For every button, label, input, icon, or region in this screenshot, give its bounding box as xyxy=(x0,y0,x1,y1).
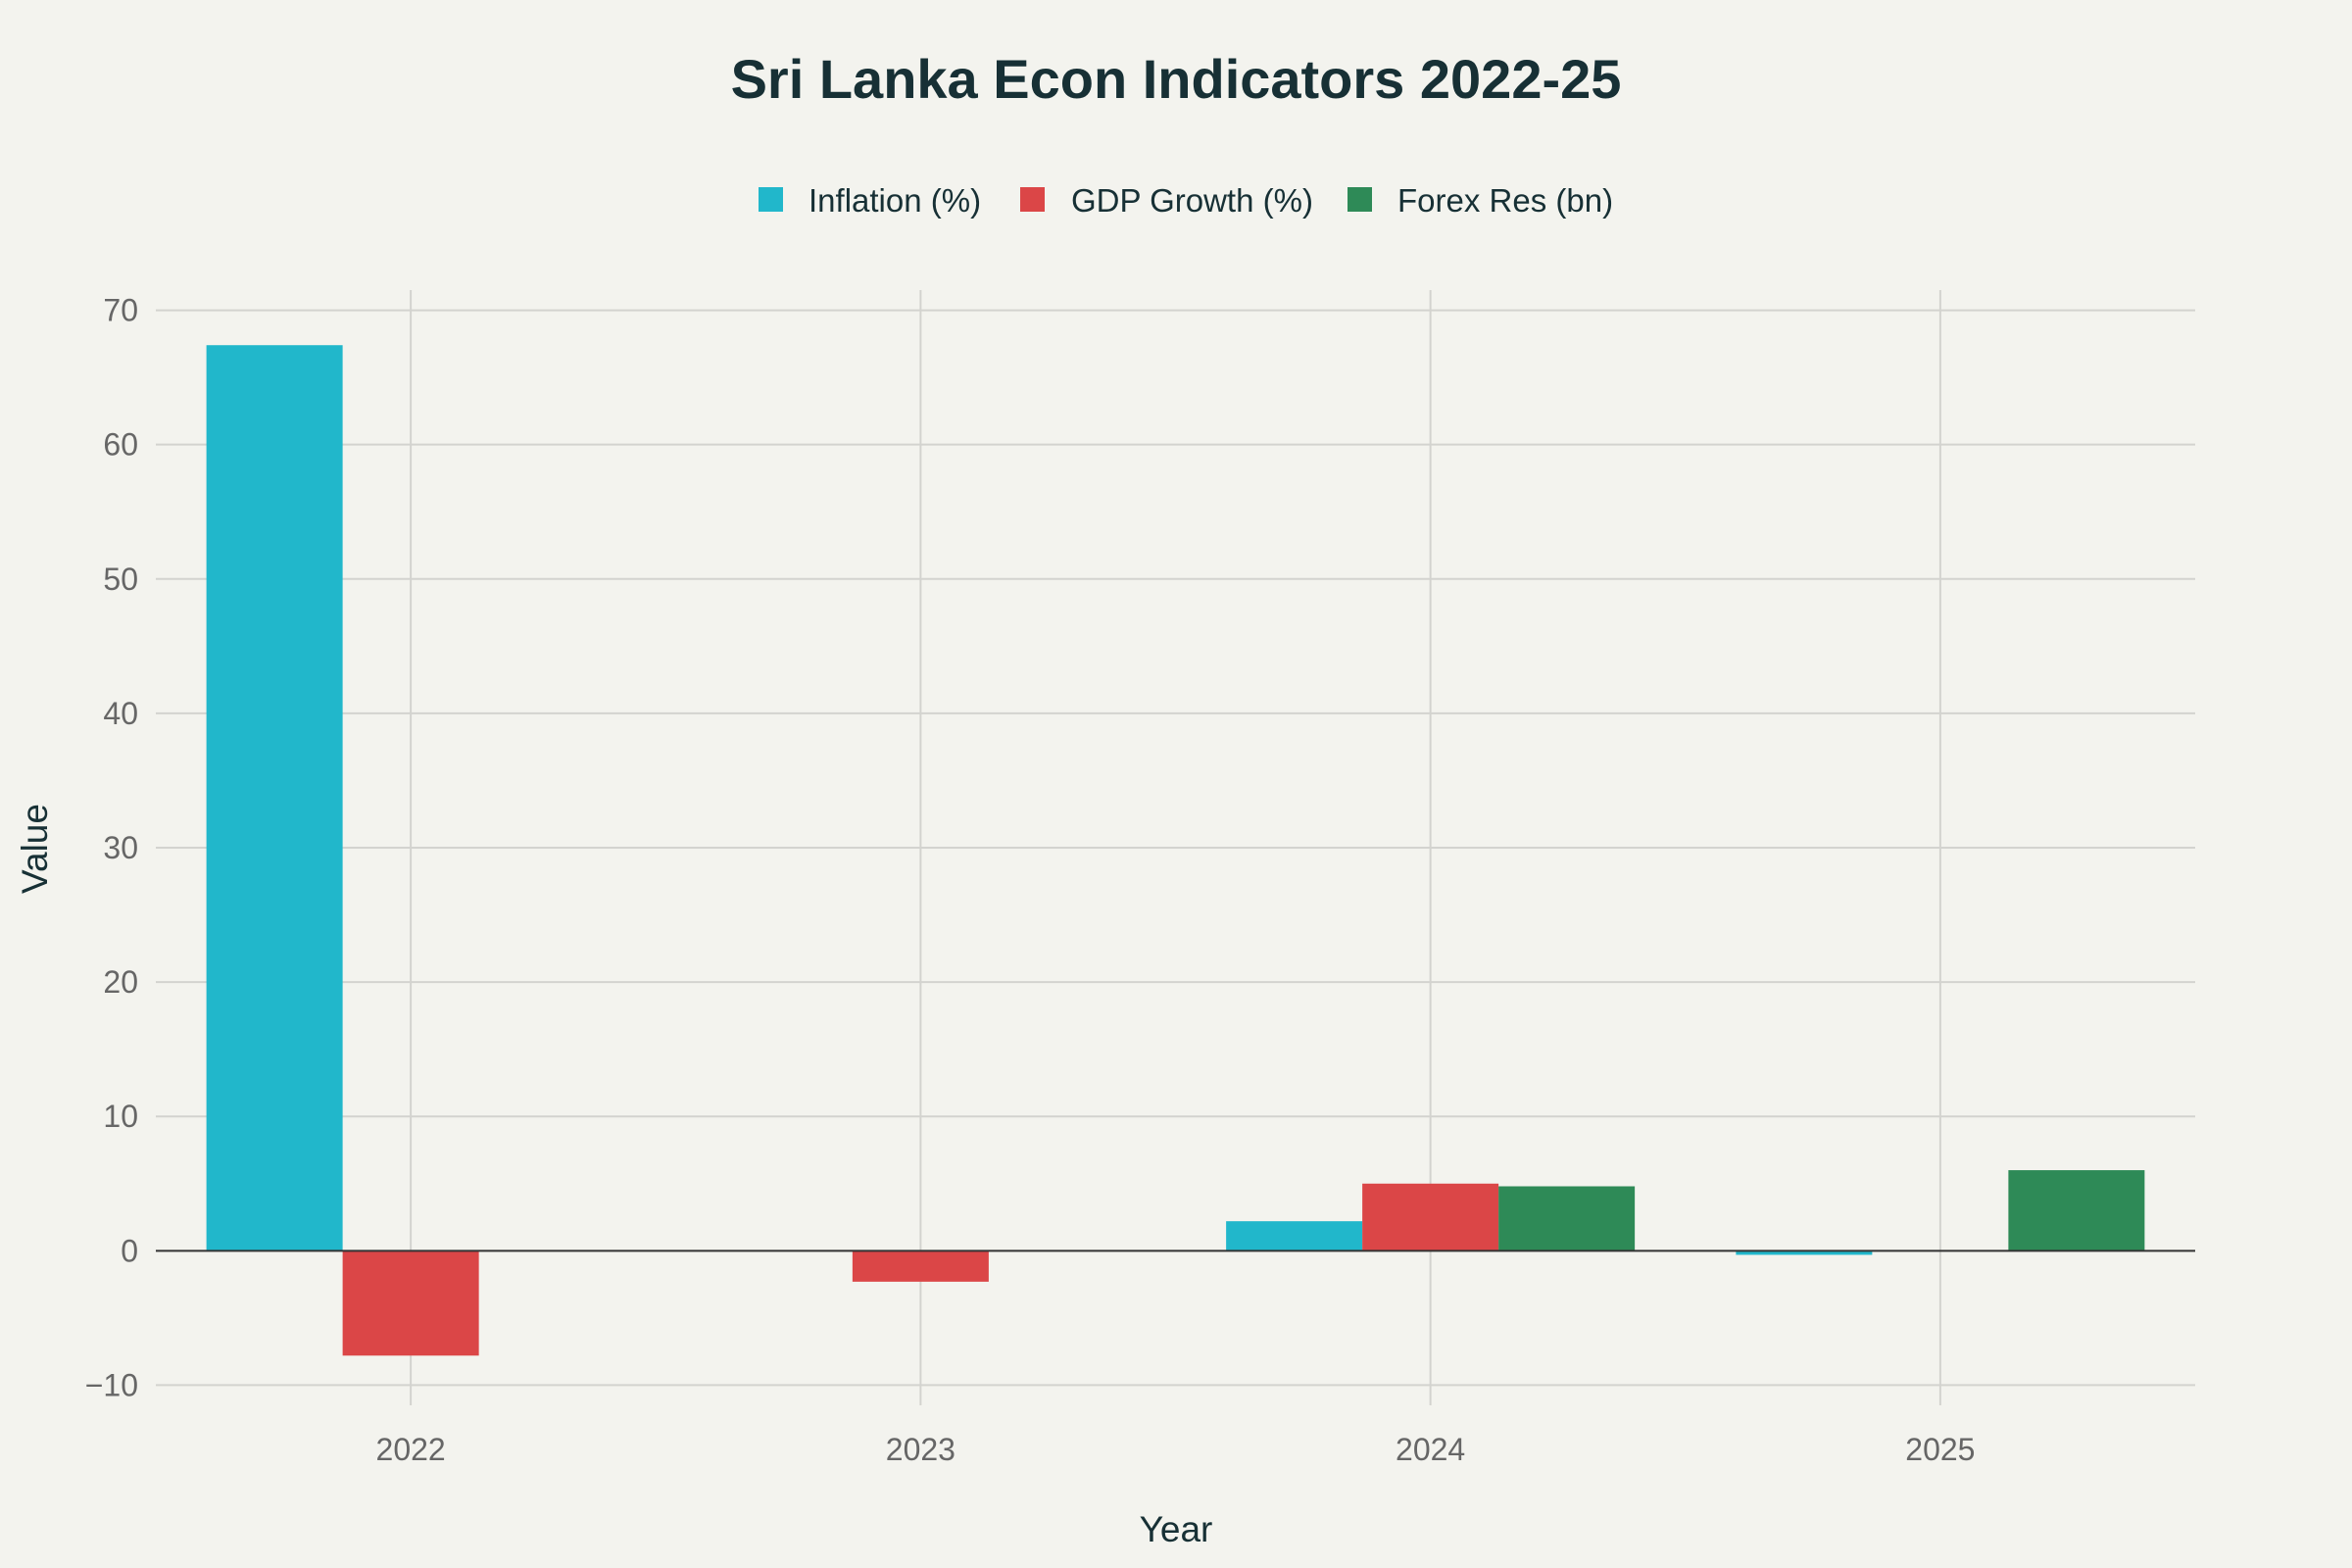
bar-gdp-growth-2022 xyxy=(342,1250,479,1356)
legend-swatch-gdp-growth xyxy=(1020,187,1045,212)
x-tick-label: 2025 xyxy=(1905,1432,1975,1467)
bar-forex-res-bn-2024 xyxy=(1498,1186,1636,1251)
x-tick-label: 2023 xyxy=(886,1432,956,1467)
bar-inflation-2022 xyxy=(206,345,343,1251)
y-axis-ticks: −10 0 10 20 30 40 50 60 70 xyxy=(85,293,138,1403)
x-tick-label: 2022 xyxy=(376,1432,446,1467)
gridlines xyxy=(156,290,2195,1405)
bar-gdp-growth-2024 xyxy=(1362,1183,1499,1251)
bar-gdp-growth-2023 xyxy=(852,1250,989,1282)
bars xyxy=(206,345,2145,1356)
bar-inflation-2025 xyxy=(1736,1250,1873,1255)
legend-swatch-inflation xyxy=(759,187,783,212)
y-tick-label: 30 xyxy=(103,830,138,865)
y-axis-title: Value xyxy=(15,804,55,894)
x-tick-label: 2024 xyxy=(1396,1432,1465,1467)
x-axis-ticks: 2022 2023 2024 2025 xyxy=(376,1432,1976,1467)
y-tick-label: 20 xyxy=(103,964,138,1000)
y-tick-label: 60 xyxy=(103,427,138,463)
x-axis-title: Year xyxy=(1140,1509,1213,1549)
y-tick-label: 10 xyxy=(103,1099,138,1134)
legend-swatch-forex-reserves xyxy=(1348,187,1372,212)
y-tick-label: 0 xyxy=(121,1233,138,1268)
y-tick-label: 50 xyxy=(103,562,138,597)
legend-label-inflation: Inflation (%) xyxy=(808,182,981,219)
chart-title: Sri Lanka Econ Indicators 2022-25 xyxy=(731,48,1622,110)
bar-forex-res-bn-2025 xyxy=(2008,1170,2145,1251)
bar-inflation-2024 xyxy=(1226,1221,1363,1251)
y-tick-label: −10 xyxy=(85,1367,138,1402)
y-tick-label: 70 xyxy=(103,293,138,328)
legend: Inflation (%) GDP Growth (%) Forex Res (… xyxy=(759,182,1613,219)
y-tick-label: 40 xyxy=(103,696,138,731)
legend-label-forex-reserves: Forex Res (bn) xyxy=(1397,182,1613,219)
legend-label-gdp-growth: GDP Growth (%) xyxy=(1071,182,1313,219)
